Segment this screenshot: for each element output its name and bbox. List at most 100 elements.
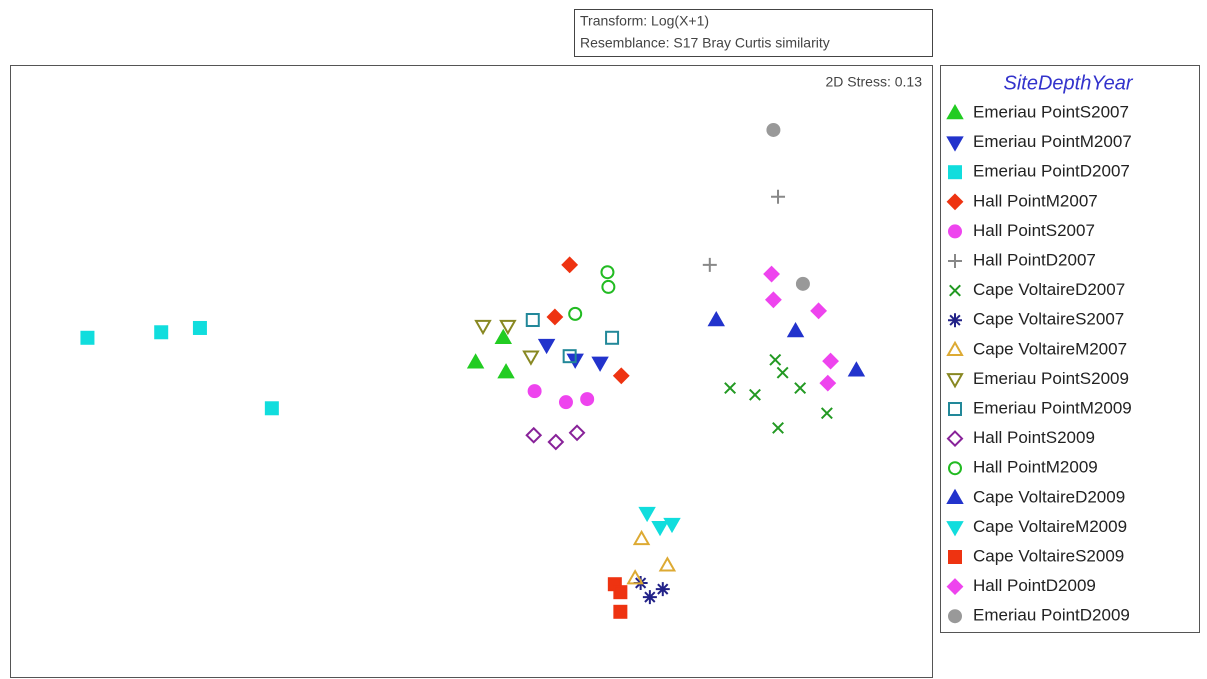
legend-symbol: [946, 430, 964, 448]
point: [605, 330, 620, 345]
legend-symbol: [946, 340, 964, 357]
legend-label: Cape VoltaireM2007: [973, 339, 1127, 358]
legend-label: Cape VoltaireS2007: [973, 310, 1124, 329]
point: [580, 392, 595, 407]
legend-label: Cape VoltaireD2009: [973, 487, 1125, 506]
point: [537, 338, 556, 355]
legend-symbol: [948, 609, 962, 624]
legend-label: Emeriau PointS2009: [973, 369, 1129, 388]
legend-label: Hall PointM2007: [973, 191, 1098, 210]
legend-label: Cape VoltaireS2009: [973, 546, 1124, 565]
legend-symbol: [948, 550, 962, 564]
transform-box: [574, 9, 933, 57]
point: [769, 353, 782, 366]
point: [546, 308, 564, 326]
point: [474, 319, 492, 336]
point: [562, 349, 577, 364]
resemblance-note: Resemblance: S17 Bray Curtis similarity: [580, 35, 830, 51]
legend-label: Emeriau PointD2009: [973, 606, 1130, 625]
legend-label: Emeriau PointM2009: [973, 398, 1132, 417]
point: [527, 384, 542, 399]
point: [632, 529, 651, 546]
stress-label: 2D Stress: 0.13: [826, 74, 923, 90]
point: [642, 590, 657, 605]
point: [547, 433, 565, 451]
point: [749, 388, 761, 401]
point: [776, 366, 789, 379]
point: [655, 582, 670, 597]
point: [847, 361, 866, 377]
legend-symbol: [948, 224, 962, 239]
point: [819, 374, 837, 392]
legend-label: Hall PointS2007: [973, 221, 1095, 240]
point: [786, 322, 805, 338]
point: [772, 421, 784, 434]
legend-label: Emeriau PointM2007: [973, 132, 1132, 151]
legend-title: SiteDepthYear: [1004, 72, 1134, 94]
point: [522, 350, 540, 366]
legend-symbol: [946, 193, 964, 211]
point: [525, 313, 540, 328]
point: [80, 330, 95, 345]
legend-label: Emeriau PointS2007: [973, 102, 1129, 121]
point: [497, 363, 515, 379]
legend-label: Hall PointM2009: [973, 458, 1098, 477]
legend-symbol: [946, 103, 964, 120]
point: [794, 382, 807, 395]
point: [658, 556, 677, 572]
point: [600, 265, 615, 280]
point: [561, 256, 579, 274]
point: [766, 122, 781, 137]
legend-label: Hall PointD2009: [973, 576, 1096, 595]
point: [771, 189, 786, 204]
point: [763, 265, 780, 283]
point: [765, 291, 782, 309]
legend-label: Hall PointD2007: [973, 250, 1096, 269]
legend-symbol: [946, 136, 964, 152]
point: [466, 353, 485, 369]
legend-symbol: [948, 313, 962, 328]
point: [499, 319, 517, 336]
legend-symbol: [948, 254, 962, 268]
point: [663, 517, 681, 534]
point: [613, 604, 628, 619]
point: [264, 401, 279, 416]
point: [810, 302, 828, 320]
legend-symbol: [948, 165, 962, 180]
legend-symbol: [946, 373, 964, 389]
legend-symbol: [948, 402, 962, 416]
transform-note: Transform: Log(X+1): [580, 13, 709, 29]
point: [613, 585, 628, 600]
legend-symbol: [949, 284, 961, 297]
point: [568, 306, 583, 321]
point: [601, 279, 616, 294]
legend-symbol: [946, 578, 964, 596]
point: [820, 407, 833, 420]
legend-box: [940, 65, 1200, 633]
point: [494, 328, 512, 345]
point: [651, 520, 669, 537]
point: [707, 310, 725, 327]
point: [192, 320, 207, 335]
legend-label: Cape VoltaireD2007: [973, 280, 1125, 299]
legend-symbol: [946, 521, 964, 537]
legend-label: Emeriau PointD2007: [973, 162, 1130, 181]
point: [702, 257, 717, 272]
point: [525, 426, 543, 444]
plot-frame: [10, 65, 933, 678]
point: [568, 424, 586, 442]
legend-label: Hall PointS2009: [973, 428, 1095, 447]
point: [795, 276, 810, 291]
point: [591, 356, 609, 372]
legend-symbol: [948, 461, 962, 476]
point: [154, 325, 169, 340]
point: [724, 382, 737, 395]
point: [638, 506, 656, 523]
legend-label: Cape VoltaireM2009: [973, 517, 1127, 536]
point: [822, 352, 839, 370]
point: [612, 367, 630, 385]
legend-symbol: [946, 488, 964, 505]
point: [626, 569, 644, 585]
point: [558, 395, 573, 410]
